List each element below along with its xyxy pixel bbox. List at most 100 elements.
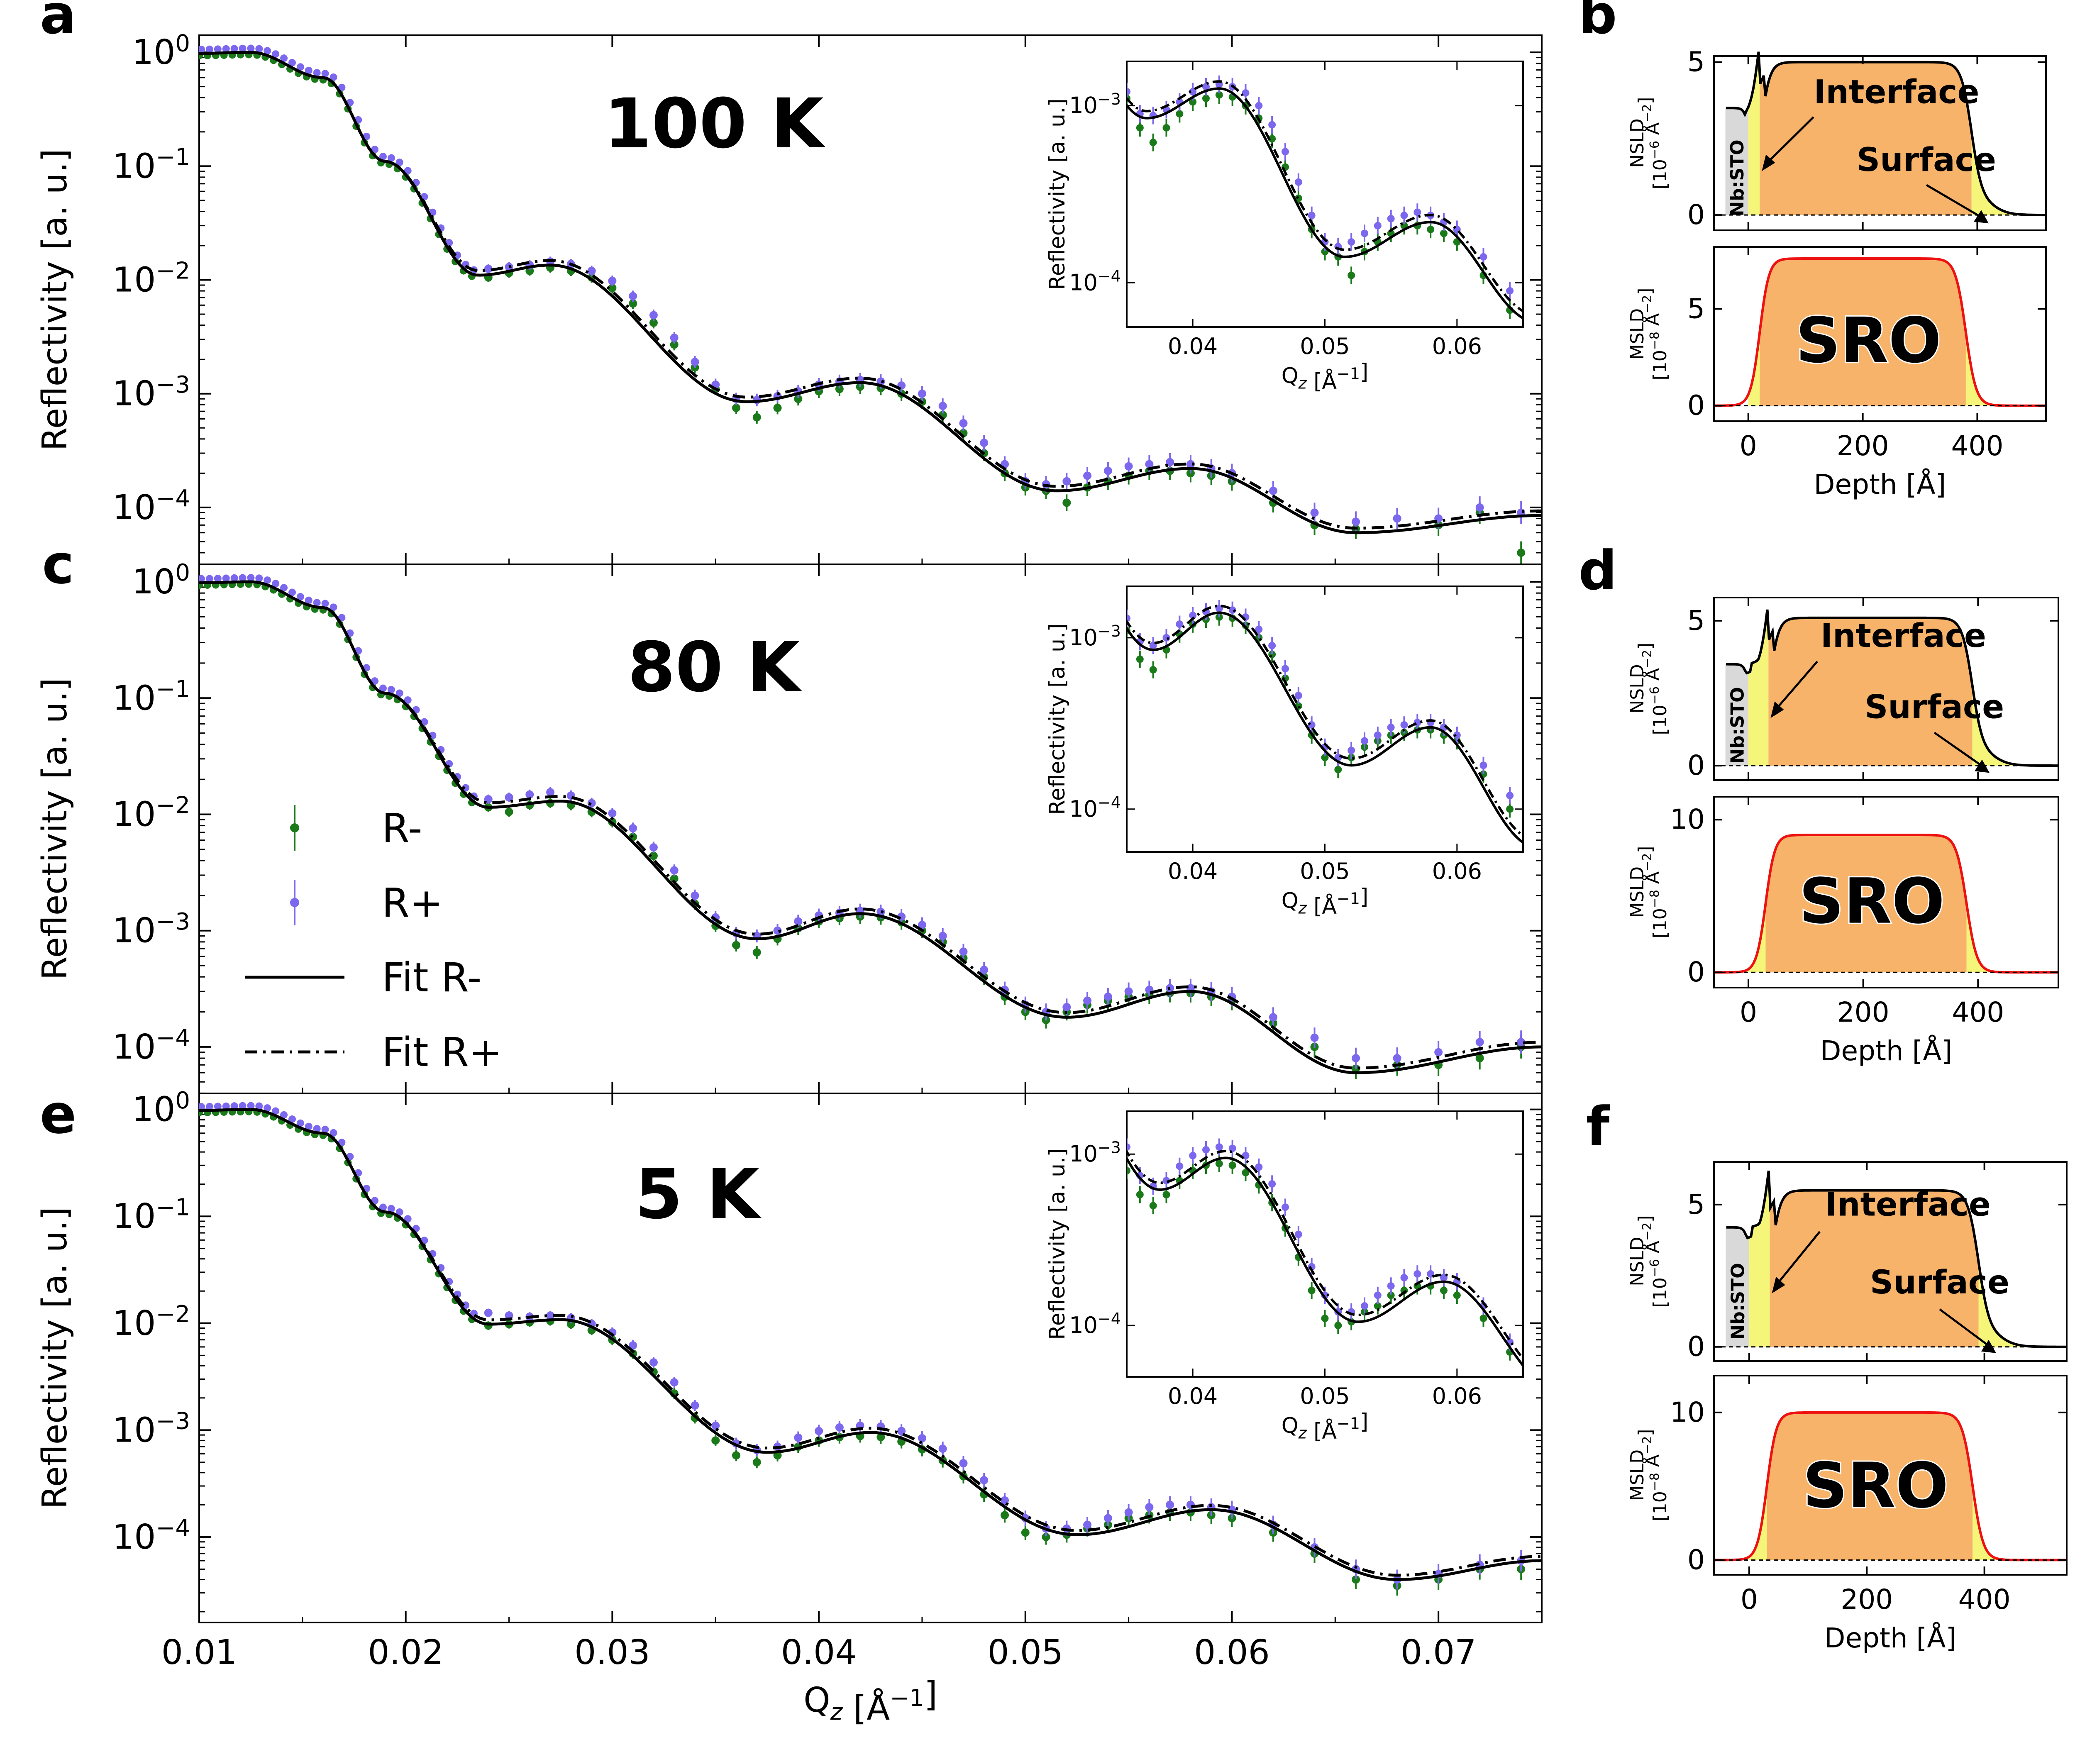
data-point	[288, 588, 296, 596]
inset-plot-area	[1127, 75, 1523, 320]
panel-letter: e	[40, 1083, 76, 1146]
inset-y-tick-label: 10−4	[1069, 1310, 1121, 1338]
inset-plot-area	[1127, 1138, 1523, 1368]
data-point	[1202, 95, 1210, 102]
data-point	[1083, 1520, 1092, 1529]
data-point	[670, 866, 679, 875]
fit-line-r-plus	[199, 580, 1542, 1070]
data-point	[1176, 620, 1184, 628]
data-point	[255, 574, 263, 582]
data-point	[1242, 89, 1250, 97]
inset-plot-area	[1127, 600, 1523, 844]
surface-arrow	[1939, 1308, 1994, 1350]
data-point	[199, 45, 205, 53]
data-point	[938, 402, 947, 410]
data-point	[313, 1125, 321, 1132]
data-point	[1310, 508, 1319, 517]
interface-arrowhead	[1762, 154, 1775, 171]
data-point	[1189, 98, 1197, 106]
data-point	[711, 1421, 720, 1430]
substrate-label: Nb:STO	[1727, 687, 1748, 764]
y-axis-label: Reflectivity [a. u.]	[35, 1207, 75, 1509]
data-point	[1479, 761, 1487, 769]
y-tick-label: 10	[1670, 803, 1705, 835]
data-point	[404, 696, 412, 704]
data-point	[1310, 1033, 1319, 1042]
x-axis-label: Depth [Å]	[1820, 1035, 1953, 1067]
y-tick-label: 0	[1687, 1331, 1705, 1363]
data-point	[321, 1125, 329, 1133]
data-point	[1162, 124, 1170, 132]
y-tick-label: 10−1	[112, 1194, 190, 1236]
data-point	[1149, 139, 1157, 146]
data-point	[296, 593, 304, 601]
data-point	[404, 167, 412, 175]
interface-label: Interface	[1814, 73, 1980, 111]
data-point	[1145, 460, 1154, 468]
data-point	[1282, 1203, 1289, 1211]
data-point	[272, 1107, 280, 1115]
data-point	[1475, 503, 1484, 512]
interface-arrowhead	[1770, 701, 1784, 718]
data-point	[1374, 731, 1382, 739]
data-point	[1400, 1274, 1408, 1282]
data-point	[1387, 723, 1395, 731]
y-tick-label: 10−1	[112, 676, 190, 718]
data-point	[1393, 1054, 1401, 1063]
data-point	[1242, 1169, 1250, 1176]
data-point	[484, 264, 493, 273]
surface-arrowhead	[1974, 210, 1989, 224]
data-point	[1268, 642, 1276, 649]
fit-line-r-plus	[199, 1108, 1542, 1577]
interface-arrow	[1774, 661, 1818, 712]
inset-y-tick-label: 10−3	[1069, 1138, 1121, 1167]
data-point	[1517, 1038, 1526, 1047]
data-point	[1321, 1315, 1329, 1322]
inset-x-axis-label: Qz [Å−1]	[1282, 885, 1369, 919]
data-point	[330, 603, 337, 611]
data-point	[815, 1427, 823, 1435]
data-point	[1453, 731, 1461, 739]
data-point	[379, 1203, 387, 1211]
data-point	[1103, 466, 1112, 475]
sro-region	[1767, 1412, 1973, 1560]
data-point	[395, 689, 403, 697]
y-tick-label: 10−2	[112, 792, 190, 834]
data-point	[794, 1433, 803, 1442]
data-point	[1294, 1230, 1302, 1238]
nsld-profile-line	[1726, 51, 2046, 217]
data-point	[608, 809, 617, 818]
sro-label: SRO	[1803, 1450, 1948, 1522]
data-point	[1042, 1532, 1050, 1541]
legend-label: Fit R+	[382, 1029, 502, 1076]
data-point	[1352, 1054, 1360, 1063]
fit-line-r-plus	[199, 51, 1542, 530]
y-tick-label: 10−3	[112, 371, 190, 414]
data-point	[330, 1129, 337, 1137]
nsld-subplot: 0 5 NSLD[10−6 Å−2] Interface Surface Nb:STO	[1627, 1161, 2068, 1363]
nsld-subplot: 0 5 NSLD[10−6 Å−2] Interface Surface Nb:STO	[1627, 46, 2047, 231]
y-axis-units: [10−6 Å−2]	[1635, 1215, 1671, 1308]
data-point	[255, 45, 263, 53]
y-axis-units: [10−8 Å−2]	[1635, 846, 1671, 939]
inset-x-axis-label: Qz [Å−1]	[1282, 360, 1369, 394]
substrate-label: Nb:STO	[1728, 1263, 1749, 1339]
data-point	[1517, 549, 1526, 557]
data-point	[1294, 178, 1302, 186]
data-point	[214, 575, 222, 583]
y-tick-label: 10−1	[112, 144, 190, 186]
x-axis-label: Depth [Å]	[1814, 468, 1946, 500]
data-point	[1334, 766, 1342, 773]
panel-letter: a	[40, 0, 76, 46]
data-point	[1374, 222, 1382, 229]
data-point	[1189, 612, 1197, 620]
data-point	[629, 1341, 637, 1350]
surface-region	[1966, 835, 2058, 973]
data-point	[205, 575, 213, 583]
